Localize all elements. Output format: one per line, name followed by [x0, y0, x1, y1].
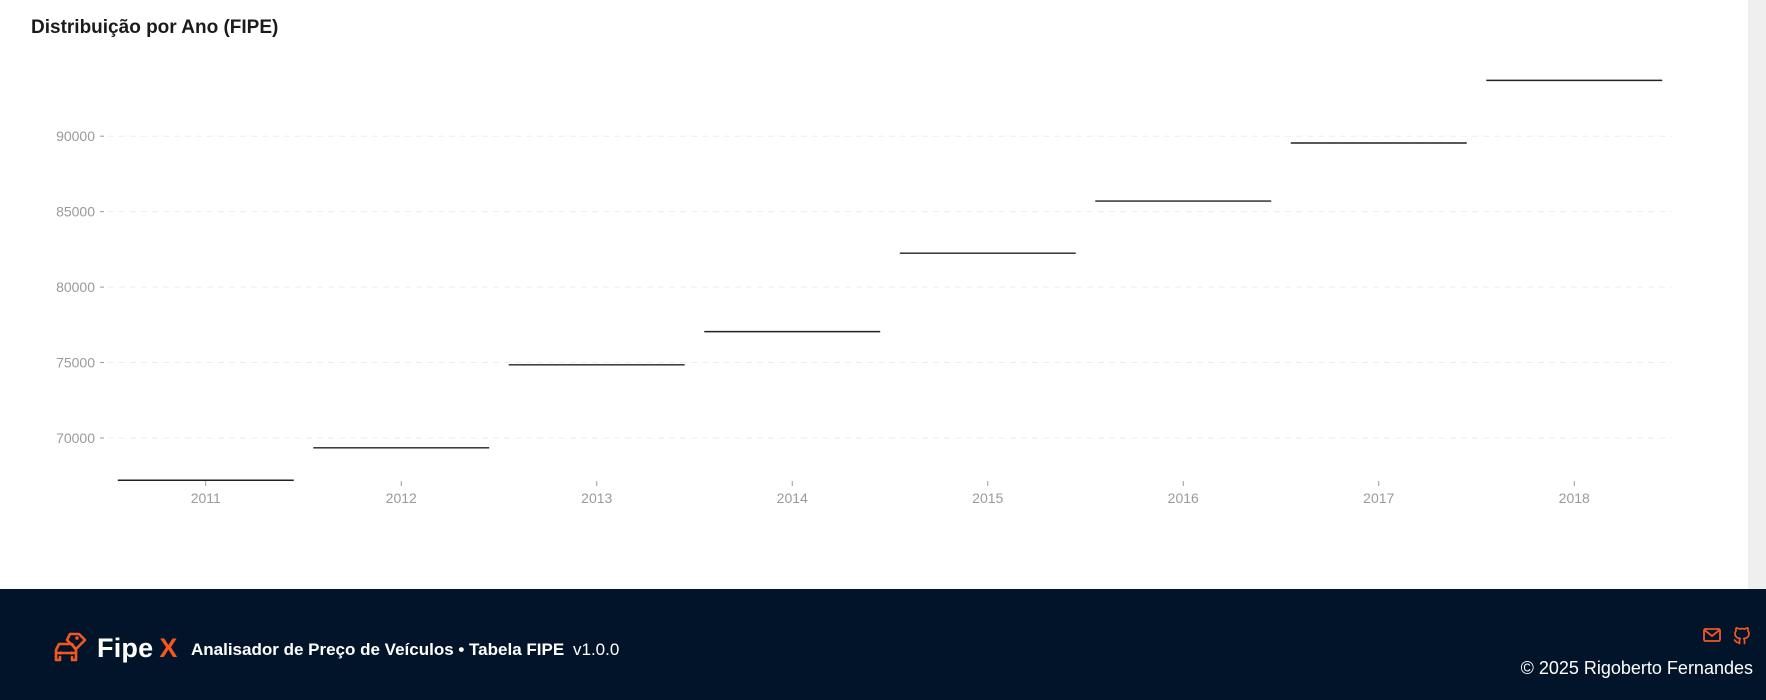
y-tick-label: 85000 — [56, 204, 95, 220]
x-tick-label: 2017 — [1363, 490, 1394, 506]
y-tick-label: 80000 — [56, 279, 95, 295]
github-icon[interactable] — [1732, 625, 1752, 645]
y-tick-label: 70000 — [56, 430, 95, 446]
x-tick-label: 2018 — [1559, 490, 1590, 506]
copyright: © 2025 Rigoberto Fernandes — [1520, 658, 1753, 678]
chart-panel: Distribuição por Ano (FIPE) 70000 75000 80… — [31, 0, 1766, 589]
x-tick-label: 2013 — [581, 490, 612, 506]
app-version: v1.0.0 — [573, 640, 620, 659]
footer-links — [1702, 625, 1752, 645]
brand-accent: X — [159, 632, 178, 663]
mail-icon[interactable] — [1702, 625, 1722, 645]
brand[interactable]: Fipe X — [52, 630, 178, 666]
chart-title: Distribuição por Ano (FIPE) — [31, 17, 279, 38]
brand-name: Fipe — [97, 632, 154, 663]
x-tick-label: 2012 — [386, 490, 417, 506]
app-tagline: Analisador de Preço de Veículos • Tabela… — [191, 640, 565, 659]
x-tick-label: 2011 — [191, 490, 221, 506]
footer: Fipe X Analisador de Preço de Veículos • … — [0, 589, 1766, 700]
x-tick-label: 2015 — [972, 490, 1003, 506]
y-tick-label: 75000 — [56, 355, 95, 371]
car-tag-icon — [54, 632, 87, 662]
y-tick-label: 90000 — [56, 128, 95, 144]
chart-canvas: 70000 75000 80000 85000 90000 2011 2012 2013 201… — [56, 79, 1672, 506]
x-tick-label: 2014 — [777, 490, 808, 506]
scrollbar-track[interactable] — [1748, 0, 1766, 589]
x-tick-label: 2016 — [1168, 490, 1199, 506]
